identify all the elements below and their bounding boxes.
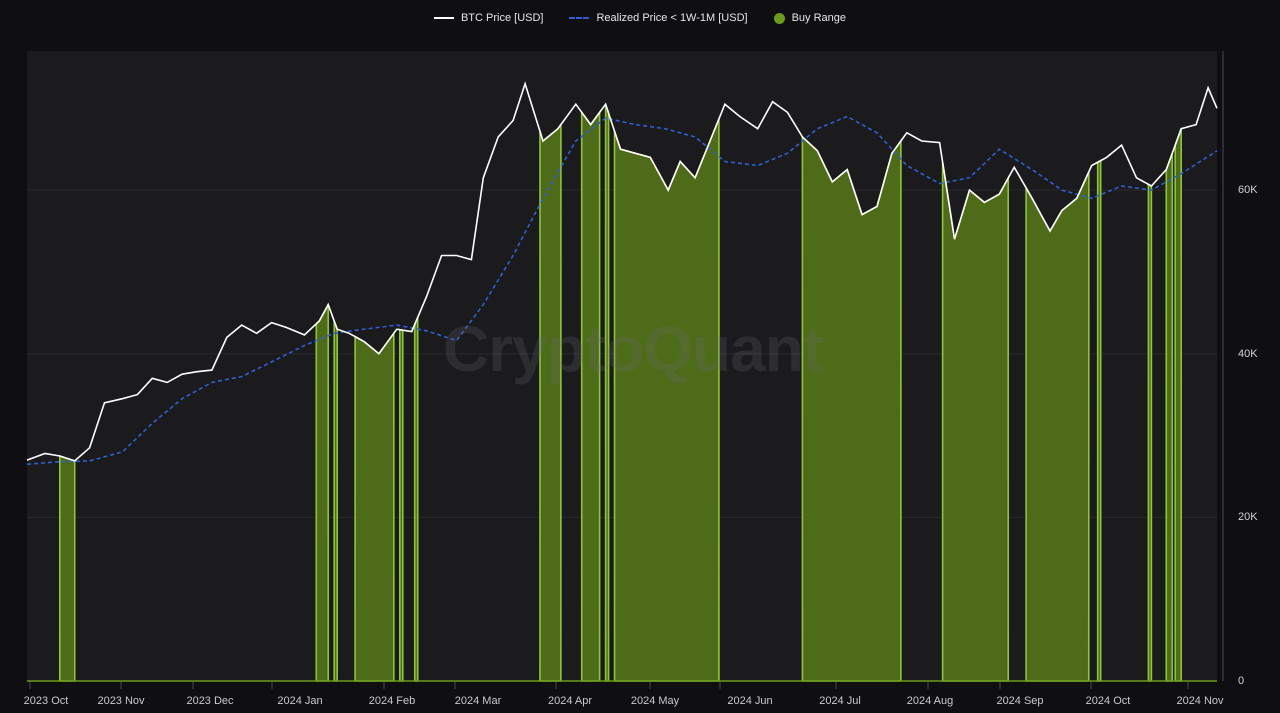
legend-label: BTC Price [USD] xyxy=(460,12,544,24)
legend-item-buy-range[interactable]: Buy Range xyxy=(773,12,847,24)
dashed-line-icon xyxy=(569,17,590,19)
x-tick-label: 2024 Apr xyxy=(547,695,593,707)
y-tick-label: 0 xyxy=(1238,675,1245,687)
legend-item-realized-price[interactable]: Realized Price < 1W-1M [USD] xyxy=(569,12,748,24)
x-tick-label: 2024 Jun xyxy=(727,695,773,707)
y-tick-label: 40K xyxy=(1238,347,1258,360)
x-tick-label: 2024 May xyxy=(630,695,680,707)
btc-price-line xyxy=(26,81,1218,462)
legend-label: Buy Range xyxy=(791,12,847,24)
legend-item-btc-price[interactable]: BTC Price [USD] xyxy=(433,12,544,24)
x-tick-label: 2023 Oct xyxy=(23,695,69,707)
x-axis-ticks xyxy=(29,682,1189,689)
x-tick-label: 2024 Oct xyxy=(1085,695,1131,707)
x-tick-label: 2024 Jan xyxy=(277,695,323,707)
circle-icon xyxy=(773,12,785,24)
buy-range-areas xyxy=(58,103,1183,682)
x-tick-label: 2024 Aug xyxy=(906,695,954,707)
x-tick-label: 2023 Dec xyxy=(186,695,234,707)
x-tick-label: 2023 Nov xyxy=(97,695,145,707)
x-tick-label: 2024 Feb xyxy=(368,695,416,707)
x-tick-label: 2024 Jul xyxy=(819,695,861,707)
x-tick-label: 2024 Nov xyxy=(1176,695,1224,707)
solid-line-icon xyxy=(433,17,454,19)
y-tick-label: 20K xyxy=(1238,511,1258,524)
x-tick-label: 2024 Mar xyxy=(454,695,502,707)
legend-label: Realized Price < 1W-1M [USD] xyxy=(596,12,748,24)
x-tick-label: 2024 Sep xyxy=(996,695,1044,707)
y-tick-label: 60K xyxy=(1238,184,1258,197)
realized-price-line xyxy=(26,115,1218,465)
chart-legend: BTC Price [USD] Realized Price < 1W-1M [… xyxy=(0,12,1280,24)
